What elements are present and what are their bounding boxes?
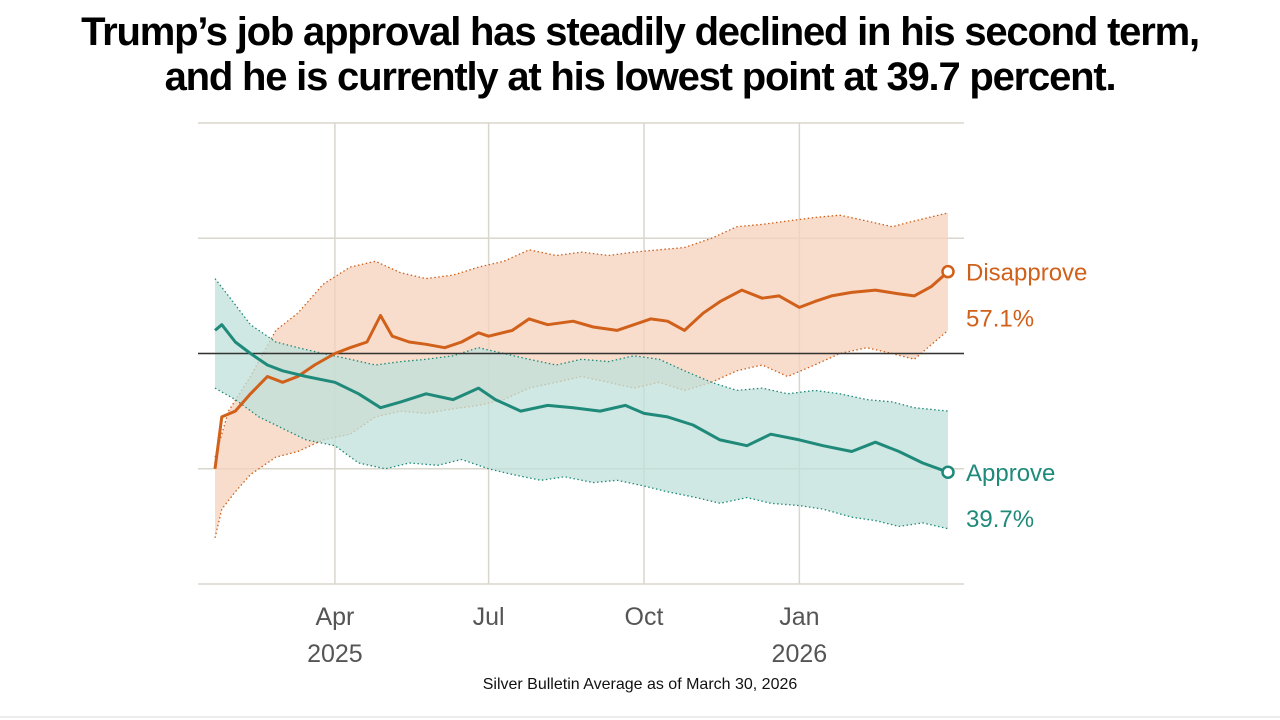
approve-line: [214, 323, 949, 474]
approve-end-marker: [941, 465, 955, 479]
x-tick-label: Oct: [625, 603, 664, 631]
disapprove-end-marker: [941, 264, 955, 279]
chart-title-line-1: Trump’s job approval has steadily declin…: [81, 10, 1200, 54]
x-tick-label: Jan: [779, 603, 819, 631]
disapprove-end-value: 57.1%: [966, 306, 1034, 333]
chart-title: Trump’s job approval has steadily declin…: [0, 10, 1280, 100]
x-tick-label: Jul: [473, 603, 505, 631]
disapprove-series-name: Disapprove: [966, 260, 1087, 287]
x-tick-year-label: 2025: [307, 640, 363, 668]
series-lines: [213, 264, 955, 479]
disapprove-line: [213, 270, 949, 469]
series-labels: Disapprove 57.1% Approve 39.7%: [966, 260, 1087, 534]
x-tick-year-label: 2026: [772, 640, 828, 668]
x-tick-label: Apr: [315, 603, 354, 631]
approve-band-upper-edge: [214, 278, 949, 412]
bottom-divider: [0, 716, 1280, 718]
approve-end-value: 39.7%: [966, 506, 1034, 533]
approve-series-name: Approve: [966, 460, 1055, 487]
x-axis-ticks: Apr 2025 Jul Oct Jan 2026: [307, 603, 827, 668]
confidence-bands: [214, 212, 949, 539]
approve-band: [215, 278, 948, 529]
source-note: Silver Bulletin Average as of March 30, …: [482, 676, 798, 693]
chart-title-line-2: and he is currently at his lowest point …: [164, 55, 1117, 99]
